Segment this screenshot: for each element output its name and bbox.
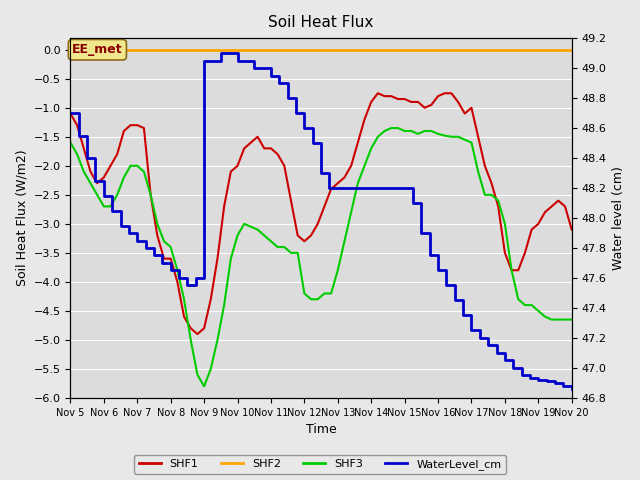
SHF3 [113,192,121,198]
SHF3 [401,128,408,134]
WaterLevel_cm [426,252,433,258]
SHF3 [247,224,255,229]
SHF3 [67,140,74,145]
WaterLevel_cm [67,110,74,116]
Y-axis label: Water level (cm): Water level (cm) [612,166,625,270]
SHF3 [387,125,395,131]
Legend: SHF1, SHF2, SHF3, WaterLevel_cm: SHF1, SHF2, SHF3, WaterLevel_cm [134,455,506,474]
WaterLevel_cm [217,50,225,56]
Line: SHF3: SHF3 [70,128,572,386]
X-axis label: Time: Time [306,423,337,436]
SHF3 [334,267,342,273]
WaterLevel_cm [192,275,200,281]
SHF3 [414,131,422,137]
SHF1 [334,180,342,186]
SHF3 [568,317,575,323]
WaterLevel_cm [309,140,317,146]
WaterLevel_cm [568,386,575,392]
Line: SHF1: SHF1 [70,93,572,334]
SHF1 [193,331,201,337]
WaterLevel_cm [83,155,91,161]
Title: Soil Heat Flux: Soil Heat Flux [268,15,374,30]
Y-axis label: Soil Heat Flux (W/m2): Soil Heat Flux (W/m2) [15,150,28,287]
SHF1 [401,96,408,102]
SHF3 [481,192,489,198]
SHF1 [113,151,121,157]
SHF3 [200,384,208,389]
SHF1 [67,111,74,117]
SHF1 [247,140,255,145]
SHF1 [414,99,422,105]
SHF1 [568,227,575,232]
SHF1 [481,163,489,168]
Text: EE_met: EE_met [72,43,123,56]
WaterLevel_cm [434,268,442,274]
WaterLevel_cm [92,178,99,183]
Line: WaterLevel_cm: WaterLevel_cm [70,53,572,389]
SHF1 [374,90,381,96]
